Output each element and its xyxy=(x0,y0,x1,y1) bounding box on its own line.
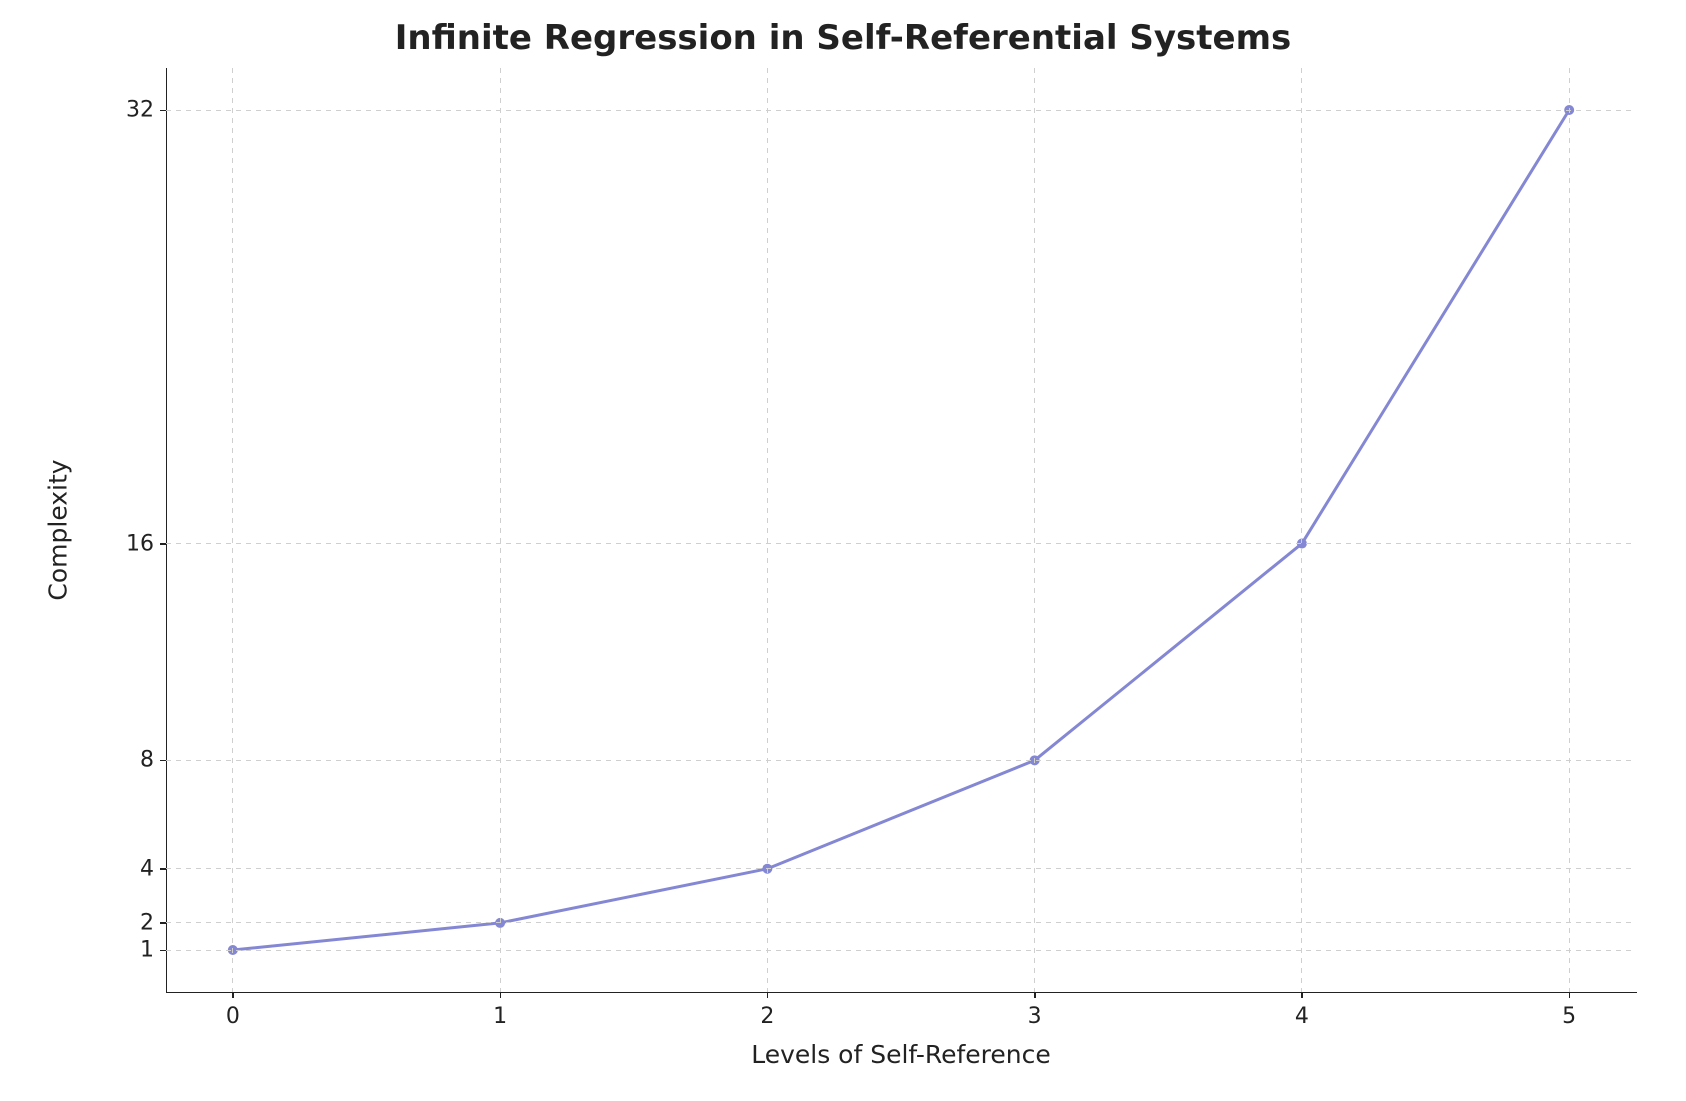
x-tick-label: 2 xyxy=(760,1004,774,1029)
y-tick-label: 16 xyxy=(126,531,154,556)
grid-line-vertical xyxy=(232,68,233,992)
y-tick-mark xyxy=(160,110,166,112)
x-tick-label: 0 xyxy=(226,1004,240,1029)
chart-container: Infinite Regression in Self-Referential … xyxy=(0,0,1686,1101)
grid-line-vertical xyxy=(500,68,501,992)
y-tick-label: 8 xyxy=(140,748,154,773)
y-tick-mark xyxy=(160,760,166,762)
x-tick-mark xyxy=(232,992,234,998)
y-tick-mark xyxy=(160,922,166,924)
x-tick-mark xyxy=(1569,992,1571,998)
x-tick-label: 5 xyxy=(1562,1004,1576,1029)
grid-line-horizontal xyxy=(166,543,1636,544)
grid-line-horizontal xyxy=(166,950,1636,951)
x-tick-mark xyxy=(1034,992,1036,998)
grid-line-vertical xyxy=(1569,68,1570,992)
x-tick-label: 1 xyxy=(493,1004,507,1029)
chart-title: Infinite Regression in Self-Referential … xyxy=(0,18,1686,58)
x-tick-label: 4 xyxy=(1295,1004,1309,1029)
grid-line-vertical xyxy=(767,68,768,992)
y-tick-label: 32 xyxy=(126,98,154,123)
grid-line-vertical xyxy=(1034,68,1035,992)
x-tick-label: 3 xyxy=(1028,1004,1042,1029)
y-axis-label: Complexity xyxy=(44,459,73,600)
grid-line-horizontal xyxy=(166,110,1636,111)
y-tick-mark xyxy=(160,950,166,952)
x-tick-mark xyxy=(500,992,502,998)
y-tick-mark xyxy=(160,868,166,870)
y-tick-label: 2 xyxy=(140,910,154,935)
x-axis-label: Levels of Self-Reference xyxy=(751,1040,1051,1069)
y-tick-label: 4 xyxy=(140,856,154,881)
plot-area xyxy=(166,68,1637,993)
y-tick-mark xyxy=(160,543,166,545)
y-tick-label: 1 xyxy=(140,938,154,963)
grid-line-horizontal xyxy=(166,760,1636,761)
grid-line-horizontal xyxy=(166,922,1636,923)
grid-line-vertical xyxy=(1301,68,1302,992)
x-tick-mark xyxy=(1301,992,1303,998)
x-tick-mark xyxy=(767,992,769,998)
grid-line-horizontal xyxy=(166,868,1636,869)
